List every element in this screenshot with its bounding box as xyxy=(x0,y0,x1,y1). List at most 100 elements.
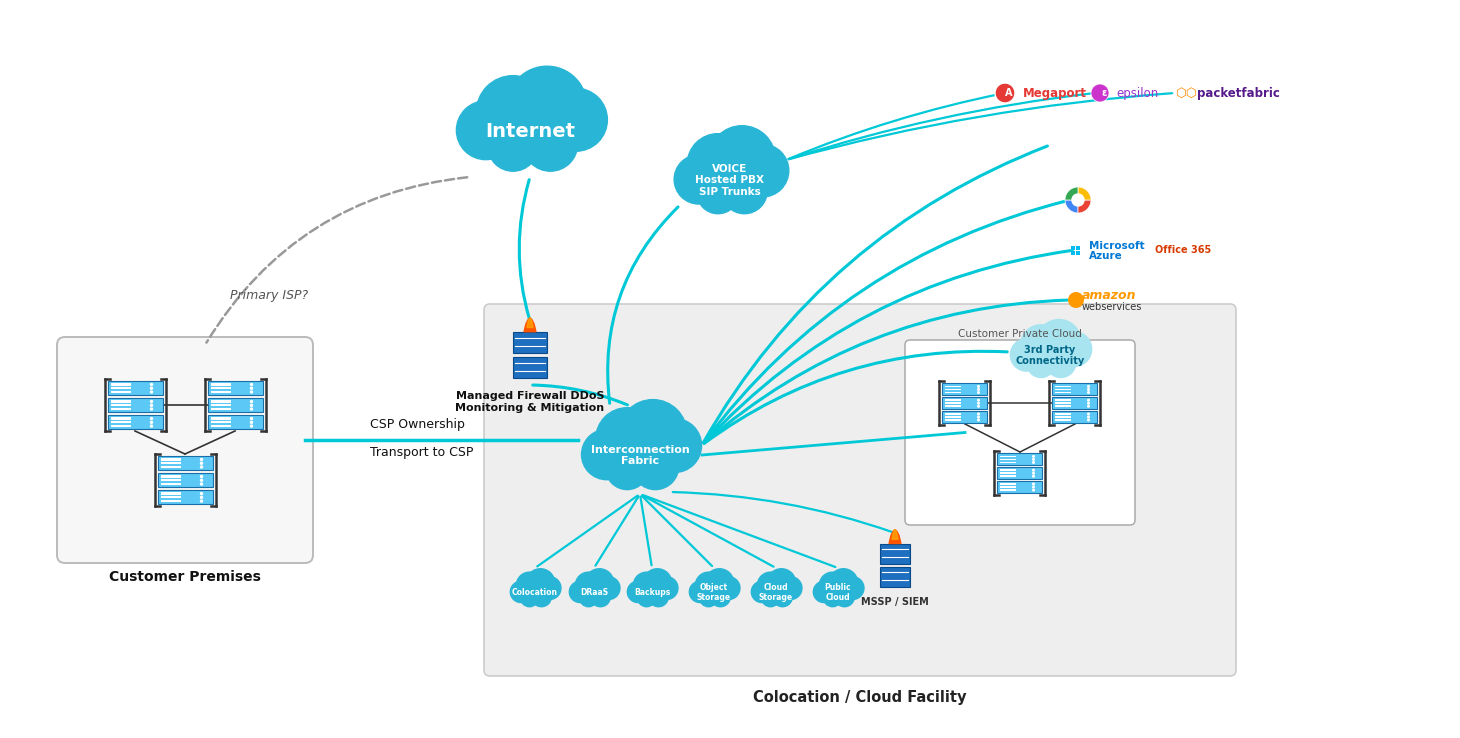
FancyBboxPatch shape xyxy=(1056,392,1072,393)
Circle shape xyxy=(251,404,253,407)
Circle shape xyxy=(978,419,980,421)
Ellipse shape xyxy=(631,583,673,601)
Circle shape xyxy=(581,430,632,480)
Circle shape xyxy=(200,500,203,502)
FancyBboxPatch shape xyxy=(945,419,961,421)
Circle shape xyxy=(638,588,656,607)
FancyBboxPatch shape xyxy=(158,456,213,470)
Circle shape xyxy=(251,421,253,424)
Circle shape xyxy=(457,101,515,159)
Circle shape xyxy=(200,492,203,494)
Circle shape xyxy=(634,572,660,599)
Circle shape xyxy=(736,144,788,197)
Wedge shape xyxy=(1077,187,1091,200)
FancyBboxPatch shape xyxy=(945,416,961,418)
FancyBboxPatch shape xyxy=(111,391,130,393)
Circle shape xyxy=(978,399,980,401)
Circle shape xyxy=(251,391,253,393)
Circle shape xyxy=(523,117,578,171)
Circle shape xyxy=(721,168,768,214)
FancyBboxPatch shape xyxy=(945,388,961,390)
Text: Transport to CSP: Transport to CSP xyxy=(369,446,473,458)
FancyBboxPatch shape xyxy=(210,418,231,420)
Circle shape xyxy=(632,443,679,489)
FancyBboxPatch shape xyxy=(57,337,312,563)
Circle shape xyxy=(699,588,718,607)
Circle shape xyxy=(531,587,552,607)
Circle shape xyxy=(978,386,980,387)
FancyBboxPatch shape xyxy=(1056,405,1072,407)
Text: Cloud
Storage: Cloud Storage xyxy=(759,582,793,602)
Text: MSSP / SIEM: MSSP / SIEM xyxy=(861,597,929,607)
Circle shape xyxy=(200,462,203,464)
FancyBboxPatch shape xyxy=(1000,483,1016,485)
FancyBboxPatch shape xyxy=(512,331,548,354)
FancyBboxPatch shape xyxy=(158,490,213,504)
Circle shape xyxy=(150,384,152,385)
Circle shape xyxy=(575,572,602,599)
Circle shape xyxy=(150,387,152,389)
Text: Microsoft: Microsoft xyxy=(1089,241,1145,251)
FancyBboxPatch shape xyxy=(161,475,181,477)
FancyBboxPatch shape xyxy=(108,415,162,430)
Circle shape xyxy=(251,384,253,385)
Circle shape xyxy=(526,569,555,598)
Text: Managed Firewall DDoS
Monitoring & Mitigation: Managed Firewall DDoS Monitoring & Mitig… xyxy=(456,391,604,413)
Circle shape xyxy=(642,569,672,598)
Text: 3rd Party
Connectivity: 3rd Party Connectivity xyxy=(1015,345,1085,366)
Circle shape xyxy=(996,83,1015,103)
Circle shape xyxy=(200,497,203,498)
FancyBboxPatch shape xyxy=(1072,246,1075,250)
Text: CSP Ownership: CSP Ownership xyxy=(369,418,464,430)
FancyBboxPatch shape xyxy=(943,384,987,395)
Circle shape xyxy=(200,479,203,481)
Polygon shape xyxy=(527,317,533,328)
Circle shape xyxy=(200,458,203,461)
Circle shape xyxy=(539,576,561,599)
FancyBboxPatch shape xyxy=(1053,397,1098,409)
Circle shape xyxy=(717,576,740,599)
Ellipse shape xyxy=(590,433,691,478)
Text: Colocation: Colocation xyxy=(512,587,558,597)
Circle shape xyxy=(1088,416,1089,418)
Circle shape xyxy=(200,475,203,477)
FancyBboxPatch shape xyxy=(158,473,213,487)
Circle shape xyxy=(841,576,864,599)
Circle shape xyxy=(150,401,152,402)
Circle shape xyxy=(200,483,203,485)
FancyBboxPatch shape xyxy=(210,383,231,386)
Text: epsilon: epsilon xyxy=(1115,86,1158,100)
Wedge shape xyxy=(1064,200,1077,213)
FancyBboxPatch shape xyxy=(512,356,548,379)
Circle shape xyxy=(711,587,730,607)
FancyBboxPatch shape xyxy=(111,401,130,403)
FancyBboxPatch shape xyxy=(161,492,181,494)
Circle shape xyxy=(251,387,253,389)
Circle shape xyxy=(1088,392,1089,393)
Polygon shape xyxy=(892,529,898,539)
Circle shape xyxy=(606,446,648,489)
FancyBboxPatch shape xyxy=(945,405,961,407)
FancyBboxPatch shape xyxy=(161,483,181,485)
Ellipse shape xyxy=(755,583,797,601)
FancyBboxPatch shape xyxy=(1056,416,1072,418)
FancyBboxPatch shape xyxy=(945,399,961,401)
FancyBboxPatch shape xyxy=(210,421,231,424)
Text: amazon: amazon xyxy=(1082,289,1136,302)
Circle shape xyxy=(1032,458,1034,461)
FancyBboxPatch shape xyxy=(210,401,231,403)
FancyBboxPatch shape xyxy=(161,466,181,468)
Circle shape xyxy=(1032,489,1034,491)
Circle shape xyxy=(978,389,980,390)
Text: Colocation / Cloud Facility: Colocation / Cloud Facility xyxy=(753,690,967,705)
Wedge shape xyxy=(1077,200,1091,213)
Circle shape xyxy=(780,576,802,599)
FancyBboxPatch shape xyxy=(210,404,231,407)
FancyBboxPatch shape xyxy=(945,413,961,415)
Circle shape xyxy=(1088,402,1089,404)
Circle shape xyxy=(835,587,854,607)
Circle shape xyxy=(150,425,152,427)
Circle shape xyxy=(517,572,543,599)
Circle shape xyxy=(708,125,775,193)
FancyBboxPatch shape xyxy=(108,398,162,413)
